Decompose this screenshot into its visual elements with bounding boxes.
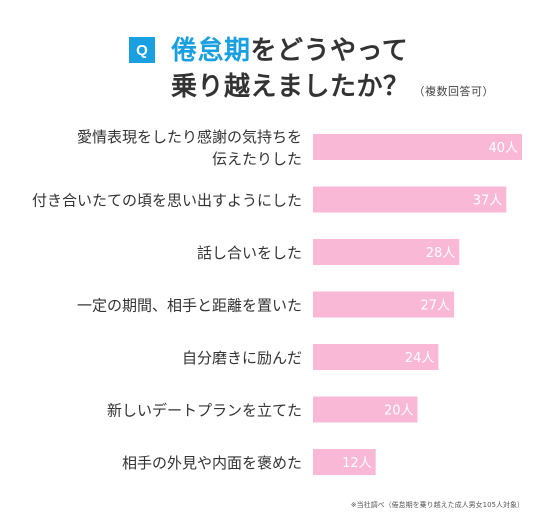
bar-value-label-4: 24人 xyxy=(405,351,435,366)
title-accent: 倦怠期 xyxy=(171,36,251,66)
bar-5 xyxy=(313,396,418,423)
category-label-5: 新しいデートプランを立てた xyxy=(107,402,302,420)
chart-header: Q 倦怠期をどうやって 乗り越えましたか？ （複数回答可） xyxy=(0,0,536,110)
bar-value-label-6: 12人 xyxy=(342,456,372,471)
bar-value-label-5: 20人 xyxy=(384,404,414,419)
category-label-4: 自分磨きに励んだ xyxy=(182,349,302,367)
category-label-1: 付き合いたての頃を思い出すようにした xyxy=(32,192,302,210)
bar-4 xyxy=(313,344,439,370)
category-label-0-line-1: 伝えたりした xyxy=(212,150,302,168)
bar-3 xyxy=(313,291,455,318)
title-line2-text: 乗り越えましたか？ xyxy=(171,72,410,102)
category-label-0-line-0: 愛情表現をしたり感謝の気持ちを xyxy=(77,128,302,146)
chart-title-line1: 倦怠期をどうやって xyxy=(171,30,408,67)
category-label-3: 一定の期間、相手と距離を置いた xyxy=(77,297,302,315)
bar-value-label-3: 27人 xyxy=(421,299,451,314)
title-note: （複数回答可） xyxy=(413,85,495,98)
category-label-6: 相手の外見や内面を褒めた xyxy=(122,454,302,472)
question-badge: Q xyxy=(129,37,155,63)
bar-2 xyxy=(313,239,460,265)
bar-value-label-0: 40人 xyxy=(488,141,518,156)
bar-value-label-1: 37人 xyxy=(473,194,503,209)
chart-title-line2: 乗り越えましたか？ （複数回答可） xyxy=(171,66,494,103)
bar-6 xyxy=(313,449,376,475)
title-rest: をどうやって xyxy=(250,36,409,66)
category-label-2: 話し合いをした xyxy=(197,244,302,262)
bar-0 xyxy=(313,134,522,160)
bar-value-label-2: 28人 xyxy=(426,246,456,261)
footnote: ※当社調べ（倦怠期を乗り越えた成人男女105人対象） xyxy=(350,501,524,509)
bar-1 xyxy=(313,186,507,213)
